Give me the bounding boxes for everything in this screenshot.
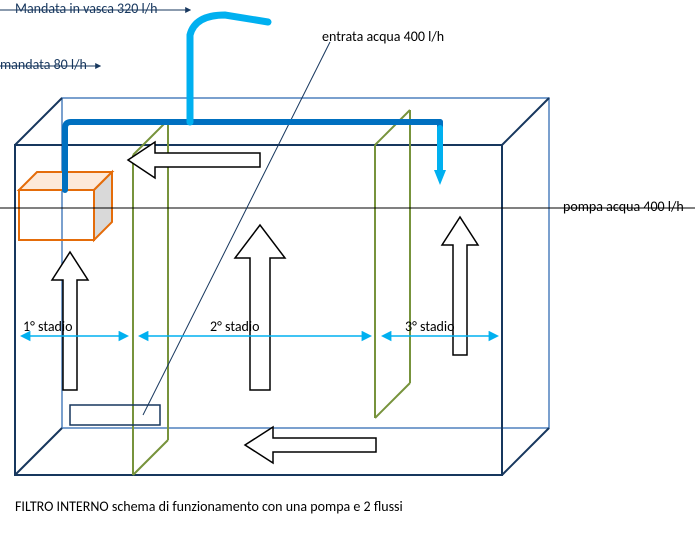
label-entrata-acqua: entrata acqua 400 l/h xyxy=(322,28,444,45)
panel-stage2 xyxy=(375,110,410,418)
tank-edge-tl xyxy=(15,98,62,145)
label-mandata-80: mandata 80 l/h xyxy=(0,56,87,73)
label-mandata-vasca: Mandata in vasca 320 l/h xyxy=(15,0,158,17)
flow-arrow-left-top xyxy=(128,142,260,178)
tank-edge-tr xyxy=(502,98,549,145)
flow-arrow-up-2 xyxy=(235,225,285,390)
label-pompa-acqua: pompa acqua 400 l/h xyxy=(563,198,684,215)
tank-back-face xyxy=(62,98,549,428)
flow-arrow-left-bottom xyxy=(245,427,376,463)
cyan-branch-pipe xyxy=(190,15,268,122)
tank-edge-bl xyxy=(15,428,62,475)
caption: FILTRO INTERNO schema di funzionamento c… xyxy=(15,498,403,515)
tank-edge-br xyxy=(502,428,549,475)
cyan-outlet xyxy=(434,128,446,185)
label-stadio2: 2° stadio xyxy=(210,318,260,335)
label-stadio1: 1° stadio xyxy=(23,318,73,335)
label-stadio3: 3° stadio xyxy=(405,318,455,335)
